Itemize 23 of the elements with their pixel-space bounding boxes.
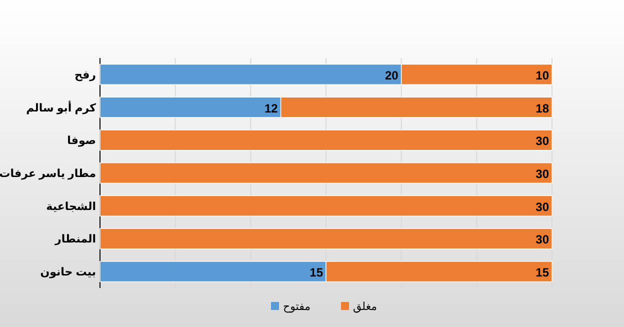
y-tick-label: صوفا (67, 135, 96, 148)
data-label: 15 (310, 266, 324, 280)
bar (100, 195, 552, 216)
bar (100, 130, 552, 151)
data-label: 30 (536, 200, 550, 214)
y-tick-label: كرم أبو سالم (26, 100, 97, 114)
data-label: 30 (536, 134, 550, 148)
bar (100, 162, 552, 184)
data-label: 12 (264, 101, 278, 116)
data-label: 30 (536, 167, 550, 181)
y-tick-label: بيت حانون (40, 266, 96, 279)
bar (100, 228, 552, 250)
legend-label: مفتوح (283, 301, 311, 313)
data-label: 20 (384, 68, 399, 82)
y-tick-label: مطار ياسر عرفات (0, 168, 96, 180)
y-tick-label: رفح (74, 69, 96, 82)
y-tick-label: المنطار (54, 234, 96, 246)
data-label: 10 (536, 68, 550, 82)
data-label: 15 (536, 266, 550, 280)
data-label: 18 (536, 101, 550, 116)
y-tick-label: الشجاعية (46, 200, 96, 213)
data-label: 30 (536, 232, 550, 247)
series-label: مغلق (353, 301, 378, 313)
